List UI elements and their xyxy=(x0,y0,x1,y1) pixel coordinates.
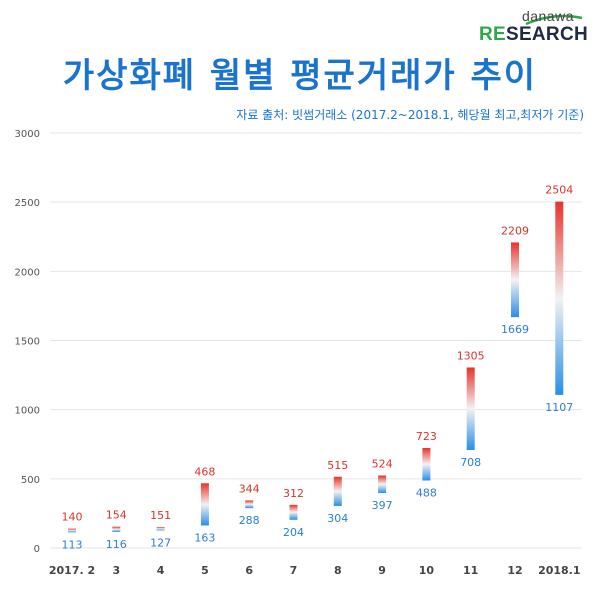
low-value-label: 127 xyxy=(150,536,171,549)
high-value-label: 312 xyxy=(283,487,304,500)
range-bar xyxy=(333,476,342,506)
range-bar xyxy=(422,447,431,481)
x-category-label: 2018.1 xyxy=(538,564,580,577)
low-value-label: 116 xyxy=(106,538,127,551)
high-value-label: 524 xyxy=(372,458,393,471)
x-category-label: 5 xyxy=(201,564,209,577)
low-value-label: 288 xyxy=(239,514,260,527)
range-bar xyxy=(200,483,209,526)
x-category-label: 3 xyxy=(112,564,120,577)
high-value-label: 723 xyxy=(416,430,437,443)
chart-subtitle: 자료 출처: 빗썸거래소 (2017.2~2018.1, 해당월 최고,최저가 … xyxy=(236,108,584,122)
range-bar xyxy=(555,201,564,395)
low-value-label: 488 xyxy=(416,486,437,499)
high-value-label: 344 xyxy=(239,482,260,495)
y-tick-label: 2000 xyxy=(15,267,40,278)
low-value-label: 163 xyxy=(194,531,215,544)
x-category-label: 12 xyxy=(507,564,522,577)
logo-bottom-text: RESEARCH xyxy=(479,24,588,46)
x-category-label: 9 xyxy=(378,564,386,577)
high-value-label: 2504 xyxy=(545,184,573,197)
y-tick-label: 2500 xyxy=(15,198,40,209)
logo-rest: SEARCH xyxy=(505,24,588,45)
logo-top-text: danawa xyxy=(521,8,574,24)
range-bar xyxy=(245,500,254,509)
range-bar xyxy=(112,526,121,532)
logo-accent: RE xyxy=(478,24,506,45)
y-tick-label: 0 xyxy=(34,544,40,555)
y-tick-label: 1500 xyxy=(15,337,40,348)
x-category-label: 2017. 2 xyxy=(49,564,95,577)
low-value-label: 397 xyxy=(372,499,393,512)
y-tick-label: 3000 xyxy=(15,129,40,140)
range-bar xyxy=(466,367,475,451)
chart-title: 가상화폐 월별 평균거래가 추이 xyxy=(62,56,538,96)
x-category-label: 7 xyxy=(290,564,298,577)
high-value-label: 515 xyxy=(327,459,348,472)
low-value-label: 708 xyxy=(460,456,481,469)
y-tick-label: 1000 xyxy=(15,406,40,417)
y-tick-label: 500 xyxy=(21,475,40,486)
low-value-label: 1107 xyxy=(545,401,573,414)
range-bar xyxy=(289,504,298,520)
high-value-label: 2209 xyxy=(501,224,529,237)
high-value-label: 1305 xyxy=(457,349,485,362)
high-value-label: 140 xyxy=(62,511,83,524)
x-category-label: 11 xyxy=(463,564,478,577)
x-category-label: 6 xyxy=(245,564,253,577)
x-category-label: 4 xyxy=(157,564,165,577)
danawa-research-logo: danawa RESEARCH xyxy=(478,8,588,46)
range-bar xyxy=(378,475,387,494)
logo-swoosh-icon xyxy=(525,14,583,26)
high-value-label: 468 xyxy=(194,465,215,478)
high-value-label: 154 xyxy=(106,509,127,522)
low-value-label: 304 xyxy=(327,512,348,525)
range-bar xyxy=(511,242,519,318)
range-bar xyxy=(68,528,76,533)
range-bar xyxy=(156,527,165,531)
high-value-label: 151 xyxy=(150,509,171,522)
low-value-label: 113 xyxy=(62,538,83,551)
x-category-label: 8 xyxy=(334,564,342,577)
low-value-label: 1669 xyxy=(501,323,529,336)
low-value-label: 204 xyxy=(283,526,304,539)
x-category-label: 10 xyxy=(419,564,435,577)
